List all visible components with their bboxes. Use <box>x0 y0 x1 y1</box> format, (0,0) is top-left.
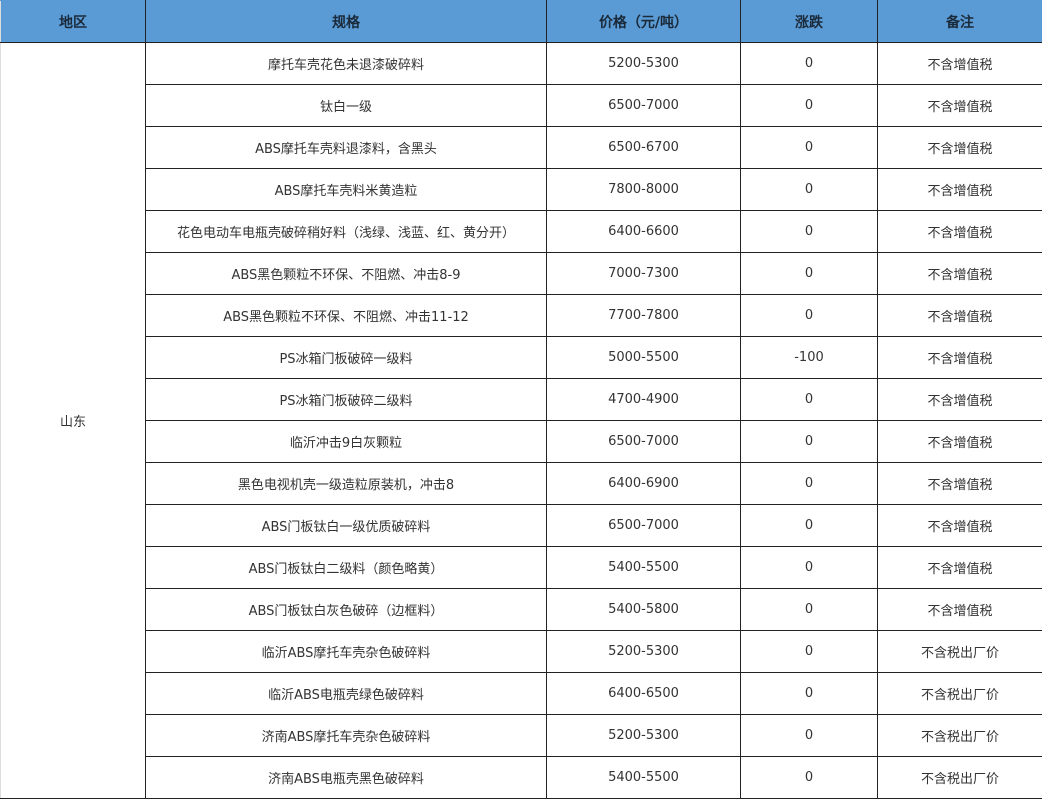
spec-cell: ABS门板钛白一级优质破碎料 <box>145 504 547 547</box>
note-cell: 不含增值税 <box>877 420 1042 463</box>
note-cell: 不含税出厂价 <box>877 630 1042 673</box>
price-cell: 7000-7300 <box>546 252 741 295</box>
price-cell: 7800-8000 <box>546 168 741 211</box>
price-cell: 5400-5500 <box>546 546 741 589</box>
table-row: 山东 摩托车壳花色未退漆破碎料 5200-5300 0 不含增值税 <box>0 42 1042 799</box>
price-cell: 6500-7000 <box>546 504 741 547</box>
change-cell: 0 <box>740 42 878 85</box>
table-row: ABS黑色颗粒不环保、不阻燃、冲击8-9 7000-7300 0 不含增值税 <box>1 252 1042 295</box>
change-cell: 0 <box>740 420 878 463</box>
change-cell: 0 <box>740 84 878 127</box>
price-cell: 5400-5500 <box>546 756 741 799</box>
header-region: 地区 <box>0 0 146 43</box>
table-row: 济南ABS摩托车壳杂色破碎料 5200-5300 0 不含税出厂价 <box>1 714 1042 757</box>
price-cell: 6500-6700 <box>546 126 741 169</box>
change-cell: 0 <box>740 294 878 337</box>
price-cell: 6400-6600 <box>546 210 741 253</box>
price-cell: 5200-5300 <box>546 714 741 757</box>
price-cell: 5200-5300 <box>546 630 741 673</box>
header-note: 备注 <box>877 0 1042 43</box>
spec-cell: 钛白一级 <box>145 84 547 127</box>
note-cell: 不含增值税 <box>877 336 1042 379</box>
table-row: ABS门板钛白灰色破碎（边框料） 5400-5800 0 不含增值税 <box>1 588 1042 631</box>
table-row: 济南ABS电瓶壳黑色破碎料 5400-5500 0 不含税出厂价 <box>1 756 1042 799</box>
note-cell: 不含增值税 <box>877 462 1042 505</box>
spec-cell: ABS门板钛白二级料（颜色略黄） <box>145 546 547 589</box>
table-row: 花色电动车电瓶壳破碎稍好料（浅绿、浅蓝、红、黄分开） 6400-6600 0 不含增值… <box>1 210 1042 253</box>
change-cell: 0 <box>740 168 878 211</box>
change-cell: 0 <box>740 588 878 631</box>
table-row: 黑色电视机壳一级造粒原装机，冲击8 6400-6900 0 不含增值税 <box>1 462 1042 505</box>
spec-cell: 临沂冲击9白灰颗粒 <box>145 420 547 463</box>
price-cell: 6400-6500 <box>546 672 741 715</box>
note-cell: 不含增值税 <box>877 210 1042 253</box>
spec-cell: ABS黑色颗粒不环保、不阻燃、冲击11-12 <box>145 294 547 337</box>
price-cell: 6500-7000 <box>546 420 741 463</box>
spec-cell: 临沂ABS电瓶壳绿色破碎料 <box>145 672 547 715</box>
note-cell: 不含增值税 <box>877 378 1042 421</box>
table-row: 钛白一级 6500-7000 0 不含增值税 <box>1 84 1042 127</box>
table-row: PS冰箱门板破碎一级料 5000-5500 -100 不含增值税 <box>1 336 1042 379</box>
header-price: 价格（元/吨） <box>546 0 741 43</box>
region-cell: 山东 <box>0 42 146 799</box>
change-cell: -100 <box>740 336 878 379</box>
note-cell: 不含增值税 <box>877 546 1042 589</box>
table-row: 临沂ABS电瓶壳绿色破碎料 6400-6500 0 不含税出厂价 <box>1 672 1042 715</box>
price-cell: 6400-6900 <box>546 462 741 505</box>
note-cell: 不含税出厂价 <box>877 756 1042 799</box>
change-cell: 0 <box>740 714 878 757</box>
table-row: ABS门板钛白二级料（颜色略黄） 5400-5500 0 不含增值税 <box>1 546 1042 589</box>
change-cell: 0 <box>740 210 878 253</box>
spec-cell: ABS门板钛白灰色破碎（边框料） <box>145 588 547 631</box>
header-spec: 规格 <box>145 0 547 43</box>
spec-cell: PS冰箱门板破碎二级料 <box>145 378 547 421</box>
spec-cell: 济南ABS电瓶壳黑色破碎料 <box>145 756 547 799</box>
note-cell: 不含增值税 <box>877 588 1042 631</box>
header-row: 地区 规格 价格（元/吨） 涨跌 备注 <box>0 0 1042 43</box>
note-cell: 不含增值税 <box>877 294 1042 337</box>
table-row: 临沂ABS摩托车壳杂色破碎料 5200-5300 0 不含税出厂价 <box>1 630 1042 673</box>
spec-cell: PS冰箱门板破碎一级料 <box>145 336 547 379</box>
spec-cell: 摩托车壳花色未退漆破碎料 <box>145 42 547 85</box>
table-body: 山东 摩托车壳花色未退漆破碎料 5200-5300 0 不含增值税 钛白一级 6500-70… <box>0 42 1042 799</box>
change-cell: 0 <box>740 378 878 421</box>
table-row: 临沂冲击9白灰颗粒 6500-7000 0 不含增值税 <box>1 420 1042 463</box>
note-cell: 不含增值税 <box>877 42 1042 85</box>
note-cell: 不含增值税 <box>877 84 1042 127</box>
table-row: ABS门板钛白一级优质破碎料 6500-7000 0 不含增值税 <box>1 504 1042 547</box>
price-cell: 5400-5800 <box>546 588 741 631</box>
price-cell: 6500-7000 <box>546 84 741 127</box>
table-row: ABS摩托车壳料米黄造粒 7800-8000 0 不含增值税 <box>1 168 1042 211</box>
spec-cell: ABS黑色颗粒不环保、不阻燃、冲击8-9 <box>145 252 547 295</box>
header-change: 涨跌 <box>740 0 878 43</box>
table-row: PS冰箱门板破碎二级料 4700-4900 0 不含增值税 <box>1 378 1042 421</box>
note-cell: 不含增值税 <box>877 126 1042 169</box>
note-cell: 不含增值税 <box>877 252 1042 295</box>
price-cell: 5200-5300 <box>546 42 741 85</box>
spec-cell: 花色电动车电瓶壳破碎稍好料（浅绿、浅蓝、红、黄分开） <box>145 210 547 253</box>
note-cell: 不含税出厂价 <box>877 672 1042 715</box>
change-cell: 0 <box>740 126 878 169</box>
spec-cell: ABS摩托车壳料退漆料，含黑头 <box>145 126 547 169</box>
change-cell: 0 <box>740 630 878 673</box>
change-cell: 0 <box>740 462 878 505</box>
note-cell: 不含增值税 <box>877 168 1042 211</box>
note-cell: 不含税出厂价 <box>877 714 1042 757</box>
table-row: ABS黑色颗粒不环保、不阻燃、冲击11-12 7700-7800 0 不含增值税 <box>1 294 1042 337</box>
spec-cell: ABS摩托车壳料米黄造粒 <box>145 168 547 211</box>
change-cell: 0 <box>740 504 878 547</box>
price-cell: 7700-7800 <box>546 294 741 337</box>
spec-cell: 济南ABS摩托车壳杂色破碎料 <box>145 714 547 757</box>
spec-cell: 临沂ABS摩托车壳杂色破碎料 <box>145 630 547 673</box>
change-cell: 0 <box>740 756 878 799</box>
note-cell: 不含增值税 <box>877 504 1042 547</box>
change-cell: 0 <box>740 252 878 295</box>
table-row: ABS摩托车壳料退漆料，含黑头 6500-6700 0 不含增值税 <box>1 126 1042 169</box>
price-cell: 4700-4900 <box>546 378 741 421</box>
spec-cell: 黑色电视机壳一级造粒原装机，冲击8 <box>145 462 547 505</box>
change-cell: 0 <box>740 672 878 715</box>
price-cell: 5000-5500 <box>546 336 741 379</box>
change-cell: 0 <box>740 546 878 589</box>
